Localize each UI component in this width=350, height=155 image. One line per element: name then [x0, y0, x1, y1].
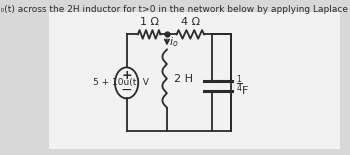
Text: 5 + 10u(t) V: 5 + 10u(t) V	[93, 78, 149, 87]
Text: F: F	[242, 86, 248, 96]
Text: Determine i₀(t) across the 2H inductor for t>0 in the network below by applying : Determine i₀(t) across the 2H inductor f…	[0, 5, 350, 14]
Text: 2 H: 2 H	[174, 74, 193, 84]
Text: 1 Ω: 1 Ω	[140, 17, 159, 27]
Text: +: +	[121, 69, 132, 82]
Text: $i_o$: $i_o$	[169, 36, 179, 49]
Text: −: −	[121, 82, 132, 96]
Text: 4 Ω: 4 Ω	[181, 17, 200, 27]
Text: $\frac{1}{4}$: $\frac{1}{4}$	[236, 74, 243, 95]
